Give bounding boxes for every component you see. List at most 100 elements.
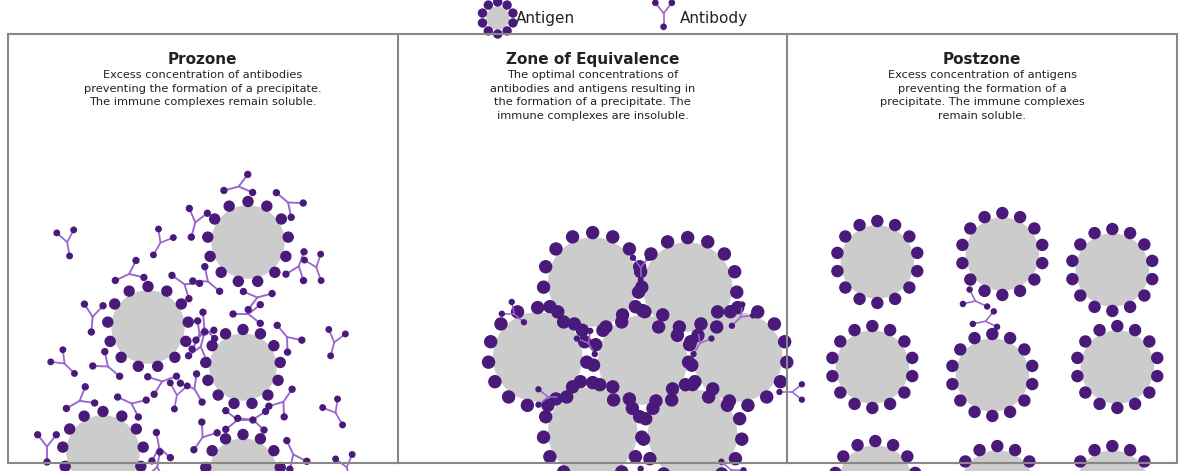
Circle shape <box>730 323 735 328</box>
Circle shape <box>775 376 787 388</box>
Circle shape <box>872 216 883 227</box>
Circle shape <box>636 431 648 443</box>
Circle shape <box>49 359 53 365</box>
Circle shape <box>904 231 915 242</box>
Text: Excess concentration of antigens
preventing the formation of a
precipitate. The : Excess concentration of antigens prevent… <box>879 70 1084 121</box>
Circle shape <box>827 371 838 382</box>
Circle shape <box>961 451 1033 471</box>
Circle shape <box>235 415 241 422</box>
Circle shape <box>1112 402 1123 414</box>
Circle shape <box>201 264 207 269</box>
Circle shape <box>645 248 656 260</box>
Circle shape <box>1107 306 1117 317</box>
Circle shape <box>550 243 562 255</box>
Circle shape <box>1029 274 1040 285</box>
Circle shape <box>1139 239 1149 250</box>
Circle shape <box>320 405 326 410</box>
Circle shape <box>1005 406 1016 417</box>
Circle shape <box>693 313 782 401</box>
Circle shape <box>907 371 917 382</box>
Circle shape <box>907 352 917 364</box>
Circle shape <box>265 403 271 409</box>
Circle shape <box>607 381 619 393</box>
Circle shape <box>709 336 713 341</box>
Circle shape <box>301 277 307 284</box>
Circle shape <box>1014 211 1025 223</box>
Circle shape <box>510 300 514 304</box>
Circle shape <box>588 328 592 333</box>
Circle shape <box>102 349 108 355</box>
Circle shape <box>105 336 115 346</box>
Circle shape <box>238 325 248 334</box>
Circle shape <box>549 388 636 471</box>
Circle shape <box>1072 371 1083 382</box>
Circle shape <box>273 375 283 385</box>
Circle shape <box>200 463 211 471</box>
Circle shape <box>44 459 50 465</box>
Circle shape <box>558 466 570 471</box>
Circle shape <box>616 316 628 328</box>
Circle shape <box>487 7 508 29</box>
Circle shape <box>598 316 686 404</box>
Circle shape <box>303 458 309 464</box>
Circle shape <box>837 331 909 403</box>
Circle shape <box>536 402 540 407</box>
Circle shape <box>643 243 731 331</box>
Circle shape <box>716 468 728 471</box>
Circle shape <box>220 187 226 194</box>
Circle shape <box>133 258 139 263</box>
Circle shape <box>956 339 1029 411</box>
Circle shape <box>171 235 177 240</box>
Circle shape <box>635 266 647 278</box>
Circle shape <box>838 451 848 462</box>
Circle shape <box>592 352 597 357</box>
Circle shape <box>181 336 191 346</box>
Circle shape <box>65 424 75 434</box>
Circle shape <box>587 227 598 239</box>
Circle shape <box>162 286 172 296</box>
Circle shape <box>957 239 968 251</box>
Circle shape <box>718 248 730 260</box>
Circle shape <box>634 261 646 273</box>
Circle shape <box>751 313 756 318</box>
Circle shape <box>276 214 287 224</box>
Circle shape <box>521 399 533 411</box>
Circle shape <box>256 329 265 339</box>
Circle shape <box>494 313 582 401</box>
Circle shape <box>670 0 674 5</box>
Circle shape <box>1037 239 1048 251</box>
Circle shape <box>300 200 306 206</box>
Text: Antibody: Antibody <box>680 10 748 25</box>
Circle shape <box>98 406 108 416</box>
Circle shape <box>633 286 645 298</box>
Circle shape <box>205 210 211 216</box>
Circle shape <box>301 249 307 255</box>
Circle shape <box>275 463 286 471</box>
Circle shape <box>1147 274 1158 284</box>
Circle shape <box>318 252 324 257</box>
Circle shape <box>145 374 150 380</box>
Circle shape <box>872 298 883 309</box>
Circle shape <box>616 309 628 321</box>
Circle shape <box>333 456 339 462</box>
Circle shape <box>1089 445 1100 455</box>
Circle shape <box>639 466 643 471</box>
Circle shape <box>494 0 501 6</box>
Circle shape <box>840 231 851 242</box>
Circle shape <box>566 231 578 243</box>
Circle shape <box>210 214 219 224</box>
Circle shape <box>479 19 487 27</box>
Circle shape <box>686 359 698 371</box>
Circle shape <box>1026 379 1038 390</box>
Circle shape <box>91 400 97 406</box>
Circle shape <box>1019 395 1030 406</box>
Circle shape <box>991 309 997 314</box>
Circle shape <box>890 293 901 304</box>
Circle shape <box>966 218 1038 290</box>
Circle shape <box>911 266 923 276</box>
Circle shape <box>694 318 707 330</box>
Circle shape <box>830 467 841 471</box>
Circle shape <box>178 380 184 386</box>
Circle shape <box>263 408 269 414</box>
Circle shape <box>275 357 286 367</box>
